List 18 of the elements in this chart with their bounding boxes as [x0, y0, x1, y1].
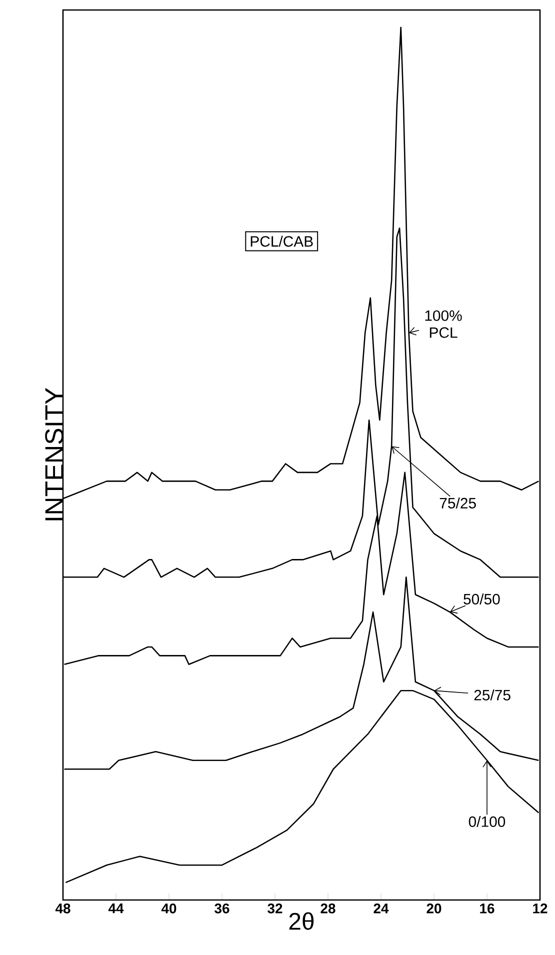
legend-title: PCL/CAB: [250, 236, 313, 247]
x-tick-label: 20: [426, 904, 442, 914]
x-tick-label: 12: [533, 904, 548, 914]
x-tick-label: 28: [320, 904, 336, 914]
x-tick-label: 32: [268, 904, 282, 914]
x-tick-label: 40: [161, 904, 176, 914]
legend-label: 100% PCL: [425, 310, 462, 338]
x-tick-label: 48: [55, 904, 70, 914]
y-axis-title: INTENSITY: [45, 388, 64, 520]
legend-label: 25/75: [474, 689, 510, 700]
x-axis-title: 2θ: [289, 912, 314, 930]
legend-label: 50/50: [464, 593, 500, 604]
x-tick-label: 24: [374, 904, 389, 914]
series-label: 75/25: [440, 498, 476, 508]
x-tick-label: 36: [214, 904, 230, 914]
x-tick-label: 16: [480, 904, 494, 914]
x-tick-label: 44: [108, 904, 124, 914]
series-label: 0/100: [468, 816, 506, 827]
